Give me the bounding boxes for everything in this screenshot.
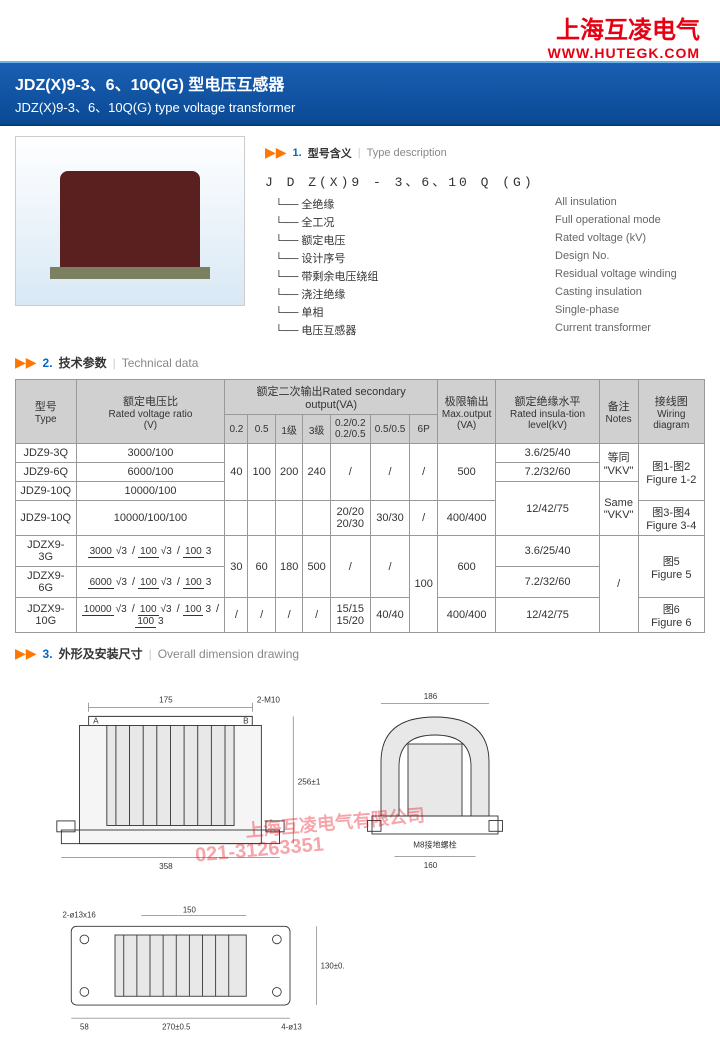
sec2-num: 2.	[43, 356, 53, 370]
type-desc-item: └── 设计序号Design No.	[265, 249, 705, 267]
type-code: J D Z(X)9 - 3、6、10 Q (G)	[265, 171, 705, 190]
svg-text:150: 150	[183, 905, 197, 914]
type-desc-item: └── 全工况Full operational mode	[265, 213, 705, 231]
arrow-icon: ▶▶	[265, 144, 287, 161]
svg-text:B: B	[243, 717, 249, 726]
type-description: ▶▶ 1. 型号含义 | Type description J D Z(X)9 …	[265, 136, 705, 339]
svg-text:358: 358	[159, 862, 173, 871]
svg-text:A: A	[93, 717, 99, 726]
arrow-icon: ▶▶	[15, 645, 37, 662]
title-bar: JDZ(X)9-3、6、10Q(G) 型电压互感器 JDZ(X)9-3、6、10…	[0, 61, 720, 126]
spec-table: 型号Type 额定电压比Rated voltage ratio(V) 额定二次输…	[15, 379, 705, 633]
svg-text:2-M10: 2-M10	[257, 696, 281, 705]
svg-text:256±1: 256±1	[298, 778, 321, 787]
drawing-top: 2-ø13x16 150 130±0.5 58 270±0.5 4-ø13	[25, 900, 345, 1040]
drawing-side: 186 M8接地螺栓 160	[345, 680, 525, 880]
product-image	[15, 136, 245, 306]
svg-text:58: 58	[80, 1023, 89, 1032]
sec3-en: Overall dimension drawing	[158, 647, 299, 661]
type-desc-item: └── 单相Single-phase	[265, 303, 705, 321]
svg-text:175: 175	[159, 696, 173, 705]
dimension-drawings: 175 2-M10 256±1 358 A B 186 M8接地螺栓 160	[15, 670, 705, 1050]
sec1-en: Type description	[367, 147, 447, 159]
svg-text:4-ø13: 4-ø13	[281, 1023, 302, 1032]
svg-text:160: 160	[424, 861, 438, 870]
arrow-icon: ▶▶	[15, 354, 37, 371]
sec3-cn: 外形及安装尺寸	[59, 645, 143, 662]
type-desc-item: └── 电压互感器Current transformer	[265, 321, 705, 339]
spec-table-wrap: 上海互凌电气有限公司 021-31263351 型号Type 额定电压比Rate…	[15, 379, 705, 633]
svg-text:2-ø13x16: 2-ø13x16	[63, 911, 97, 920]
table-row: JDZX9-3G3000√3 / 100√3 / 10033060180500/…	[16, 536, 705, 567]
type-desc-item: └── 全绝缘All insulation	[265, 195, 705, 213]
svg-text:186: 186	[424, 692, 438, 701]
transformer-illustration	[60, 171, 200, 271]
svg-text:M8接地螺栓: M8接地螺栓	[413, 840, 457, 850]
header-logo: 上海互凌电气 WWW.HUTEGK.COM	[0, 0, 720, 61]
title-cn: JDZ(X)9-3、6、10Q(G) 型电压互感器	[15, 71, 705, 95]
logo-url: WWW.HUTEGK.COM	[20, 45, 700, 61]
sec1-cn: 型号含义	[308, 145, 352, 161]
sec2-en: Technical data	[122, 356, 199, 370]
sec3-num: 3.	[43, 647, 53, 661]
svg-text:270±0.5: 270±0.5	[162, 1023, 191, 1032]
table-row: JDZ9-3Q3000/10040100200240///5003.6/25/4…	[16, 444, 705, 463]
type-desc-item: └── 额定电压Rated voltage (kV)	[265, 231, 705, 249]
svg-text:130±0.5: 130±0.5	[321, 961, 345, 970]
title-en: JDZ(X)9-3、6、10Q(G) type voltage transfor…	[15, 97, 705, 116]
type-desc-item: └── 带剩余电压绕组Residual voltage winding	[265, 267, 705, 285]
sec1-num: 1.	[293, 147, 302, 159]
sec2-cn: 技术参数	[59, 354, 107, 371]
logo-chinese: 上海互凌电气	[20, 10, 700, 45]
type-desc-item: └── 浇注绝缘Casting insulation	[265, 285, 705, 303]
drawing-front: 175 2-M10 256±1 358 A B	[25, 680, 325, 880]
